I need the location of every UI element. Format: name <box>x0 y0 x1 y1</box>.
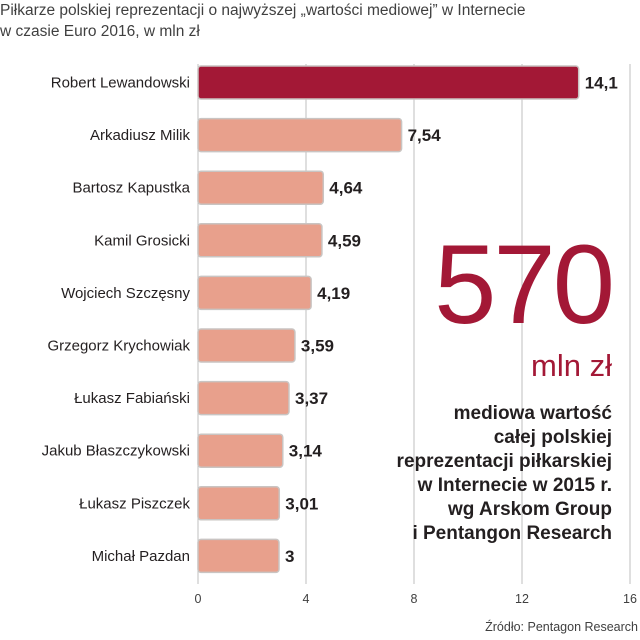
bar-4 <box>197 223 323 258</box>
callout-line-3: reprezentacji piłkarskiej <box>396 451 612 472</box>
bar-6 <box>197 328 296 363</box>
category-label-3: Bartosz Kapustka <box>72 180 190 197</box>
category-label-8: Jakub Błaszczykowski <box>42 443 190 460</box>
x-tick-label-8: 8 <box>411 592 418 606</box>
chart-title-line-2: w czasie Euro 2016, w mln zł <box>0 23 200 40</box>
category-label-10: Michał Pazdan <box>92 548 190 565</box>
value-label-7: 3,37 <box>295 389 328 408</box>
bar-2 <box>197 117 403 153</box>
chart-title-line-1: Piłkarze polskiej reprezentacji o najwyż… <box>0 2 526 19</box>
category-label-9: Łukasz Piszczek <box>79 495 190 512</box>
value-label-5: 4,19 <box>317 284 350 303</box>
category-label-4: Kamil Grosicki <box>94 232 190 249</box>
value-label-2: 7,54 <box>408 126 442 145</box>
x-tick-label-16: 16 <box>623 592 637 606</box>
bar-8 <box>197 433 284 468</box>
callout-line-1: mediowa wartość <box>453 403 612 424</box>
bar-1 <box>197 65 580 100</box>
bar-3 <box>197 170 325 205</box>
category-label-6: Grzegorz Krychowiak <box>47 338 190 355</box>
chart-title: Piłkarze polskiej reprezentacji o najwyż… <box>0 0 640 42</box>
x-tick-label-0: 0 <box>195 592 202 606</box>
callout-line-4: w Internecie w 2015 r. <box>417 475 612 496</box>
source-note: Źródło: Pentagon Research <box>485 620 638 634</box>
value-label-8: 3,14 <box>289 442 323 461</box>
value-label-10: 3 <box>285 547 294 566</box>
category-label-1: Robert Lewandowski <box>51 75 190 92</box>
callout-line-2: całej polskiej <box>493 427 612 448</box>
bar-10 <box>197 538 280 574</box>
category-label-2: Arkadiusz Milik <box>90 127 191 144</box>
bar-5 <box>197 275 312 311</box>
callout-line-5: wg Arskom Group <box>448 499 612 520</box>
callout-number: 570 <box>434 222 615 347</box>
bar-7 <box>197 380 290 416</box>
value-label-3: 4,64 <box>329 179 363 198</box>
callout-unit: mln zł <box>531 348 612 383</box>
bar-9 <box>197 486 281 521</box>
value-label-4: 4,59 <box>328 231 361 250</box>
x-tick-label-4: 4 <box>303 592 310 606</box>
callout-description: mediowa wartość całej polskiej reprezent… <box>372 402 612 546</box>
category-label-5: Wojciech Szczęsny <box>61 285 190 302</box>
x-tick-label-12: 12 <box>515 592 529 606</box>
category-label-7: Łukasz Fabiański <box>74 390 190 407</box>
callout-line-6: i Pentangon Research <box>412 523 612 544</box>
value-label-1: 14,1 <box>585 74 618 93</box>
value-label-9: 3,01 <box>285 494 318 513</box>
value-label-6: 3,59 <box>301 337 334 356</box>
